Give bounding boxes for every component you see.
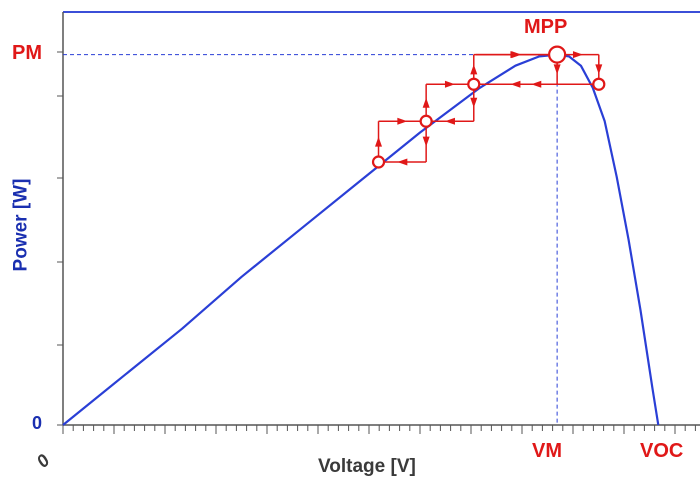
operating-point-marker <box>371 155 386 169</box>
operating-point-marker <box>592 77 606 91</box>
step-arrow-head <box>397 158 408 166</box>
step-arrow-head <box>553 64 561 75</box>
pm-label: PM <box>12 42 42 64</box>
step-arrow-head <box>531 80 542 88</box>
step-arrow-head <box>572 51 583 59</box>
pv-curve-line <box>62 53 660 426</box>
vm-label: VM <box>532 440 562 462</box>
y-zero-label: 0 <box>32 413 43 433</box>
step-arrow-head <box>444 117 455 125</box>
step-arrow-head <box>397 117 408 125</box>
step-arrow-head <box>511 51 522 59</box>
y-axis-title: Power [W] <box>10 178 32 272</box>
operating-point-marker <box>419 114 433 128</box>
step-arrow-head <box>375 136 383 147</box>
operating-point-marker <box>467 77 481 91</box>
step-arrow-head <box>470 64 478 75</box>
mpp-marker <box>548 45 567 64</box>
voc-label: VOC <box>640 440 684 462</box>
step-arrow-head <box>444 80 455 88</box>
step-arrow-head <box>470 97 478 108</box>
step-arrow-head <box>422 97 430 108</box>
mpp-label: MPP <box>524 16 568 38</box>
step-arrow-head <box>595 64 603 75</box>
step-arrow-head <box>422 136 430 147</box>
x-axis-title: Voltage [V] <box>318 456 416 477</box>
